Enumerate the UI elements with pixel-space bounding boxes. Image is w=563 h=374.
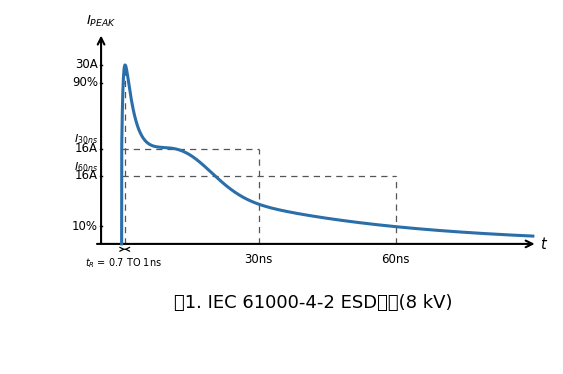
Text: 16A: 16A bbox=[75, 169, 98, 183]
Text: 图1. IEC 61000-4-2 ESD波形(8 kV): 图1. IEC 61000-4-2 ESD波形(8 kV) bbox=[175, 294, 453, 312]
Text: $I_{PEAK}$: $I_{PEAK}$ bbox=[86, 14, 117, 29]
Text: $t_R$ = 0.7 TO 1ns: $t_R$ = 0.7 TO 1ns bbox=[85, 256, 162, 270]
Text: 60ns: 60ns bbox=[382, 253, 410, 266]
Text: 30ns: 30ns bbox=[244, 253, 273, 266]
Text: $I_{30ns}$: $I_{30ns}$ bbox=[74, 133, 98, 147]
Text: 10%: 10% bbox=[72, 220, 98, 233]
Text: 16A: 16A bbox=[75, 142, 98, 155]
Text: $I_{60ns}$: $I_{60ns}$ bbox=[74, 160, 98, 174]
Text: 30A: 30A bbox=[75, 58, 98, 71]
Text: 90%: 90% bbox=[72, 76, 98, 89]
Text: $t$: $t$ bbox=[540, 236, 548, 252]
